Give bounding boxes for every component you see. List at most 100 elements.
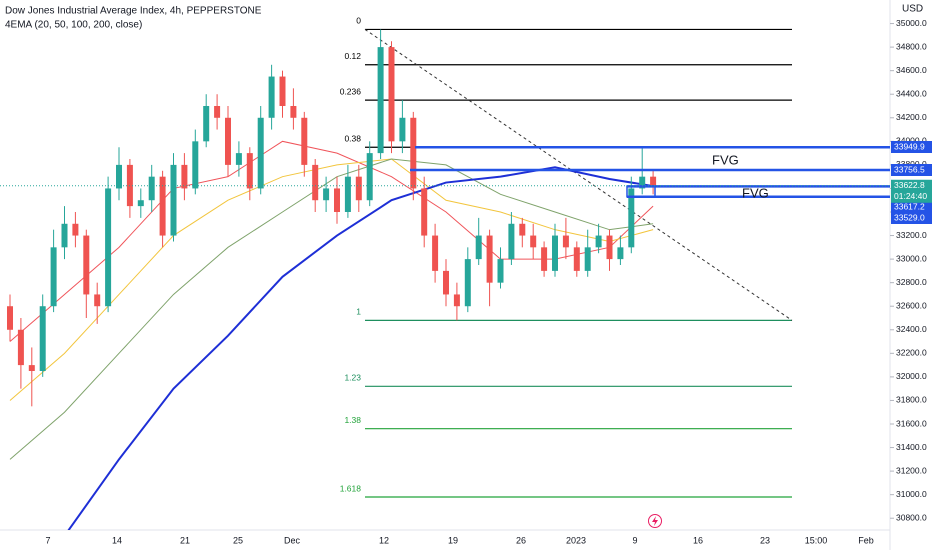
candle-body	[606, 235, 613, 260]
candle-body	[519, 223, 526, 236]
fib-label: 1.618	[340, 483, 362, 493]
candle-body	[486, 235, 493, 283]
x-tick-label: 19	[448, 535, 458, 545]
candle-body	[530, 235, 537, 248]
candle-body	[50, 247, 57, 307]
candle-body	[541, 247, 548, 271]
candle-body	[17, 329, 24, 366]
fib-label: 0	[356, 16, 361, 26]
lightning-icon[interactable]	[648, 514, 662, 528]
fib-label: 0.12	[344, 51, 361, 61]
y-tick-label: 34000.0	[896, 136, 927, 146]
candle-body	[105, 188, 112, 307]
candle-body	[552, 235, 558, 271]
candle-body	[443, 270, 449, 295]
candle-body	[584, 247, 591, 271]
chart-title: Dow Jones Industrial Average Index, 4h, …	[5, 6, 262, 17]
x-tick-label: 15:00	[805, 535, 828, 545]
candle-body	[355, 176, 362, 201]
candle-body	[28, 365, 35, 371]
candle-body	[246, 153, 253, 189]
plot-area	[0, 28, 890, 530]
fib-label: 1.23	[344, 373, 361, 383]
y-tick-label: 31600.0	[896, 418, 927, 428]
y-tick-label: 31000.0	[896, 489, 927, 499]
candle-body	[312, 164, 319, 201]
fib-label: 1	[356, 307, 361, 317]
candle-body	[159, 176, 166, 236]
y-tick-label: 34800.0	[896, 41, 927, 51]
candle-body	[39, 306, 46, 371]
candle-body	[475, 235, 482, 260]
candle-body	[137, 200, 144, 207]
candle-body	[617, 247, 624, 260]
y-tick-label: 30800.0	[896, 512, 927, 522]
candle-body	[508, 223, 515, 260]
candle-body	[61, 223, 68, 248]
y-tick-label: 32400.0	[896, 324, 927, 334]
candle-body	[334, 188, 340, 212]
fvg-box	[626, 185, 656, 198]
candle-body	[650, 176, 657, 187]
x-tick-label: 26	[516, 535, 526, 545]
candle-body	[323, 188, 330, 201]
x-tick-label: 23	[760, 535, 770, 545]
candle-body	[595, 235, 602, 248]
fib-label: 0.38	[344, 133, 361, 143]
y-tick-label: 34200.0	[896, 112, 927, 122]
candle-body	[170, 164, 177, 236]
x-tick-label: 2023	[566, 535, 586, 545]
candle-body	[235, 153, 242, 165]
x-tick-label: 14	[112, 535, 122, 545]
x-tick-label: 25	[233, 535, 243, 545]
candle-body	[573, 247, 580, 271]
price-label: 33529.0	[894, 212, 925, 222]
candle-body	[181, 164, 188, 189]
trendline	[364, 29, 793, 321]
candle-body	[301, 117, 308, 165]
y-tick-label: 33200.0	[896, 230, 927, 240]
y-tick-label: 33000.0	[896, 253, 927, 263]
y-tick-label: 32200.0	[896, 348, 927, 358]
indicator-label: 4EMA (20, 50, 100, 200, close)	[5, 20, 142, 31]
x-tick-label: 9	[632, 535, 637, 545]
candle-body	[497, 259, 504, 283]
candle-body	[116, 164, 122, 189]
candle-body	[421, 188, 428, 236]
y-tick-label: 32000.0	[896, 371, 927, 381]
candle-body	[628, 188, 635, 248]
candle-body	[7, 306, 13, 330]
x-tick-label: 12	[379, 535, 389, 545]
price-label: 33949.9	[894, 141, 925, 151]
candle-body	[83, 235, 90, 295]
candle-body	[377, 47, 384, 154]
annotation: FVG	[712, 152, 739, 167]
candle-body	[192, 141, 199, 189]
x-tick-label: Dec	[284, 535, 301, 545]
candle-body	[148, 176, 155, 201]
x-tick-label: 7	[45, 535, 50, 545]
price-label-box	[891, 164, 932, 176]
y-tick-label: 32600.0	[896, 300, 927, 310]
price-label-box	[891, 141, 932, 153]
candle-body	[268, 76, 275, 118]
candle-body	[453, 294, 460, 307]
candle-body	[639, 176, 646, 189]
candle-body	[72, 223, 79, 236]
fib-label: 0.236	[340, 86, 362, 96]
candle-body	[432, 235, 439, 271]
y-tick-label: 32800.0	[896, 277, 927, 287]
candle-body	[279, 76, 286, 106]
annotation: FVG	[742, 185, 769, 200]
price-label-box	[891, 201, 932, 213]
countdown: 01:24:40	[894, 191, 927, 201]
price-label-box	[891, 212, 932, 224]
y-tick-label: 34400.0	[896, 88, 927, 98]
candle-body	[290, 106, 297, 118]
x-tick-label: Feb	[858, 535, 874, 545]
candle-body	[410, 117, 417, 189]
y-tick-label: 35000.0	[896, 18, 927, 28]
candle-body	[94, 294, 101, 307]
